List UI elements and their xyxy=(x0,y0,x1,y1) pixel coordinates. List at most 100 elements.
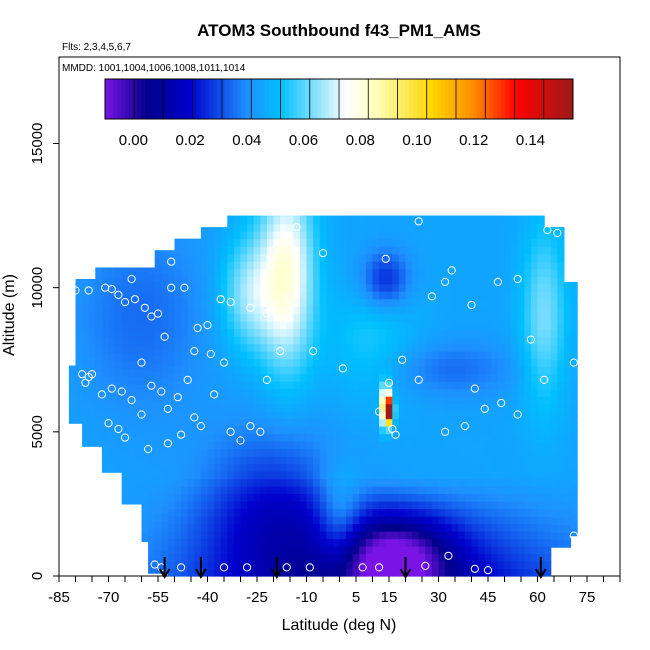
heatmap-cell xyxy=(101,419,110,428)
heatmap-cell xyxy=(365,261,374,270)
colorbar-segment xyxy=(181,79,186,119)
heatmap-cell xyxy=(88,378,96,387)
heatmap-cell xyxy=(95,408,103,417)
heatmap-cell xyxy=(332,403,341,412)
heatmap-cell xyxy=(253,291,261,300)
heatmap-cell xyxy=(517,238,525,247)
heatmap-cell xyxy=(352,261,360,270)
heatmap-cell xyxy=(260,328,268,337)
heatmap-cell xyxy=(240,538,248,547)
heatmap-cell xyxy=(273,373,281,382)
heatmap-cell xyxy=(108,322,116,331)
heatmap-cell xyxy=(478,223,486,232)
heatmap-cell xyxy=(75,348,83,357)
heatmap-cell xyxy=(253,433,261,442)
heatmap-cell xyxy=(372,538,380,547)
heatmap-cell xyxy=(392,358,400,367)
heatmap-cell xyxy=(273,223,281,232)
heatmap-cell xyxy=(82,401,90,410)
heatmap-cell xyxy=(392,313,400,322)
heatmap-cell xyxy=(148,310,156,319)
heatmap-cell xyxy=(200,291,209,300)
heatmap-cell xyxy=(207,568,215,577)
colorbar-segment xyxy=(221,79,226,119)
heatmap-cell xyxy=(313,568,321,577)
heatmap-cell xyxy=(530,493,539,502)
heatmap-cell xyxy=(247,388,255,397)
heatmap-cell xyxy=(418,478,426,487)
heatmap-cell xyxy=(491,523,499,532)
heatmap-cell xyxy=(425,268,433,277)
heatmap-cell xyxy=(233,538,242,547)
heatmap-cell xyxy=(392,351,400,360)
heatmap-cell xyxy=(511,471,519,480)
heatmap-cell xyxy=(346,568,354,577)
heatmap-cell xyxy=(491,216,499,225)
heatmap-cell xyxy=(161,460,169,469)
heatmap-cell xyxy=(121,481,129,490)
colorbar-segment xyxy=(417,79,422,119)
heatmap-cell xyxy=(544,486,552,495)
heatmap-cell xyxy=(187,471,195,480)
heatmap-cell xyxy=(379,313,387,322)
heatmap-cell xyxy=(134,406,143,415)
heatmap-cell xyxy=(392,463,400,472)
heatmap-cell xyxy=(352,523,360,532)
heatmap-cell xyxy=(491,493,499,502)
heatmap-cell xyxy=(563,352,572,361)
heatmap-cell xyxy=(385,358,393,367)
heatmap-cell xyxy=(511,568,519,577)
heatmap-cell xyxy=(134,338,143,348)
heatmap-cell xyxy=(425,396,433,405)
heatmap-cell xyxy=(425,343,433,352)
heatmap-cell xyxy=(194,471,202,480)
heatmap-cell xyxy=(478,463,486,472)
heatmap-cell xyxy=(530,433,539,442)
heatmap-cell xyxy=(313,358,321,367)
heatmap-cell xyxy=(471,433,479,442)
heatmap-cell xyxy=(181,538,189,547)
heatmap-cell xyxy=(227,373,235,382)
heatmap-cell xyxy=(359,516,367,525)
heatmap-cell xyxy=(313,313,321,322)
heatmap-cell xyxy=(299,523,308,532)
arrow-head xyxy=(195,568,207,579)
colorbar-segment xyxy=(177,79,182,119)
heatmap-cell xyxy=(220,336,228,345)
heatmap-cell xyxy=(511,493,519,502)
heatmap-cell xyxy=(313,215,321,217)
heatmap-cell xyxy=(557,457,565,466)
heatmap-cell xyxy=(240,283,248,292)
heatmap-cell xyxy=(497,246,506,255)
heatmap-cell xyxy=(557,397,565,406)
heatmap-cell xyxy=(266,321,275,330)
heatmap-cell xyxy=(346,493,354,502)
heatmap-cell xyxy=(464,215,473,217)
colorbar-segment xyxy=(129,79,134,119)
heatmap-cell xyxy=(326,538,334,547)
heatmap-cell xyxy=(412,366,420,375)
heatmap-cell xyxy=(247,223,255,232)
heatmap-cell xyxy=(134,391,143,400)
heatmap-cell xyxy=(200,433,209,442)
colorbar-segment xyxy=(137,79,142,119)
heatmap-cell xyxy=(392,261,400,270)
heatmap-cell xyxy=(517,418,525,427)
heatmap-cell xyxy=(385,328,393,337)
heatmap-cell xyxy=(141,428,149,438)
heatmap-cell xyxy=(478,268,486,277)
heatmap-cell xyxy=(504,276,512,285)
heatmap-cell xyxy=(121,376,129,385)
heatmap-cell xyxy=(141,294,149,303)
heatmap-cell xyxy=(148,348,156,357)
heatmap-cell xyxy=(544,456,552,465)
heatmap-cell xyxy=(220,328,228,337)
heatmap-cell xyxy=(537,276,545,285)
heatmap-cell xyxy=(181,306,189,315)
heatmap-cell xyxy=(458,373,466,382)
heatmap-cell xyxy=(471,298,479,307)
heatmap-cell xyxy=(161,520,169,529)
heatmap-cell xyxy=(233,223,242,232)
sample-point xyxy=(309,347,318,356)
heatmap-cell xyxy=(412,501,420,510)
